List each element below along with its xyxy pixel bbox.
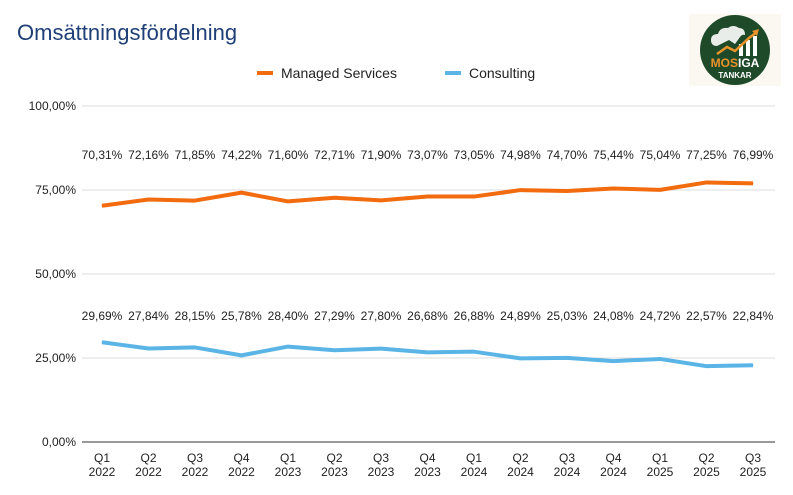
x-tick-label: Q2 2023	[321, 451, 348, 479]
data-point	[520, 189, 521, 191]
data-label: 72,71%	[314, 148, 355, 162]
data-point	[473, 196, 475, 198]
data-point	[706, 181, 707, 183]
data-label: 29,69%	[82, 309, 123, 323]
x-tick-label: Q1 2025	[647, 451, 674, 479]
x-tick-label: Q2 2024	[507, 451, 534, 479]
data-point	[334, 197, 335, 199]
x-tick-label: Q1 2024	[461, 451, 488, 479]
data-label: 24,72%	[640, 309, 681, 323]
data-point	[194, 200, 196, 202]
svg-text:TANKAR: TANKAR	[718, 71, 751, 80]
x-tick-label: Q4 2024	[600, 451, 627, 479]
data-point	[287, 200, 289, 202]
data-point	[520, 357, 521, 359]
data-label: 75,44%	[593, 148, 634, 162]
x-tick-label: Q3 2023	[368, 451, 395, 479]
x-tick-label: Q4 2022	[228, 451, 255, 479]
data-point	[241, 354, 242, 356]
y-tick-label: 0,00%	[42, 435, 76, 449]
data-point	[566, 190, 568, 192]
data-point	[427, 195, 428, 197]
y-tick-label: 50,00%	[35, 267, 76, 281]
data-label: 25,03%	[547, 309, 588, 323]
data-point	[659, 358, 661, 360]
data-point	[752, 364, 754, 366]
data-label: 71,85%	[175, 148, 216, 162]
data-label: 72,16%	[128, 148, 169, 162]
data-label: 27,29%	[314, 309, 355, 323]
svg-text:MOSIGA: MOSIGA	[711, 56, 760, 70]
data-point	[613, 360, 614, 362]
y-tick-label: 75,00%	[35, 183, 76, 197]
data-point	[613, 188, 614, 190]
data-point	[287, 346, 289, 348]
data-label: 24,08%	[593, 309, 634, 323]
x-tick-label: Q3 2022	[182, 451, 209, 479]
data-label: 76,99%	[733, 148, 774, 162]
data-point	[101, 205, 103, 207]
mosiga-tankar-logo: MOSIGA TANKAR	[689, 14, 781, 86]
data-point	[427, 351, 428, 353]
data-label: 24,89%	[500, 309, 541, 323]
data-label: 22,57%	[686, 309, 727, 323]
data-label: 26,88%	[454, 309, 495, 323]
data-label: 71,60%	[268, 148, 309, 162]
x-tick-label: Q3 2025	[740, 451, 767, 479]
x-tick-label: Q3 2024	[554, 451, 581, 479]
data-point	[706, 365, 707, 367]
data-point	[148, 347, 149, 349]
data-label: 74,22%	[221, 148, 262, 162]
data-point	[241, 192, 242, 194]
series-line-1	[101, 340, 754, 369]
data-point	[380, 348, 382, 350]
y-tick-label: 100,00%	[29, 99, 77, 113]
x-tick-label: Q2 2022	[135, 451, 162, 479]
data-label: 73,05%	[454, 148, 495, 162]
data-point	[334, 349, 335, 351]
data-label: 28,40%	[268, 309, 309, 323]
data-label: 26,68%	[407, 309, 448, 323]
data-label: 22,84%	[733, 309, 774, 323]
data-label: 73,07%	[407, 148, 448, 162]
data-point	[566, 357, 568, 359]
x-tick-label: Q2 2025	[693, 451, 720, 479]
data-point	[101, 341, 103, 343]
data-label: 71,90%	[361, 148, 402, 162]
chart-title: Omsättningsfördelning	[17, 20, 238, 45]
data-label: 25,78%	[221, 309, 262, 323]
x-tick-label: Q4 2023	[414, 451, 441, 479]
y-tick-label: 25,00%	[35, 351, 76, 365]
data-label: 27,84%	[128, 309, 169, 323]
x-tick-label: Q1 2022	[89, 451, 116, 479]
data-point	[380, 199, 382, 201]
legend-label: Consulting	[469, 65, 535, 81]
data-point	[148, 199, 149, 201]
series-line-0	[101, 180, 754, 208]
data-point	[473, 351, 475, 353]
data-label: 70,31%	[82, 148, 123, 162]
data-label: 28,15%	[175, 309, 216, 323]
data-label: 27,80%	[361, 309, 402, 323]
data-label: 75,04%	[640, 148, 681, 162]
data-label: 74,98%	[500, 148, 541, 162]
data-point	[752, 182, 754, 184]
x-tick-label: Q1 2023	[275, 451, 302, 479]
data-label: 74,70%	[547, 148, 588, 162]
data-point	[194, 346, 196, 348]
legend-label: Managed Services	[281, 65, 397, 81]
data-label: 77,25%	[686, 148, 727, 162]
data-point	[659, 189, 661, 191]
